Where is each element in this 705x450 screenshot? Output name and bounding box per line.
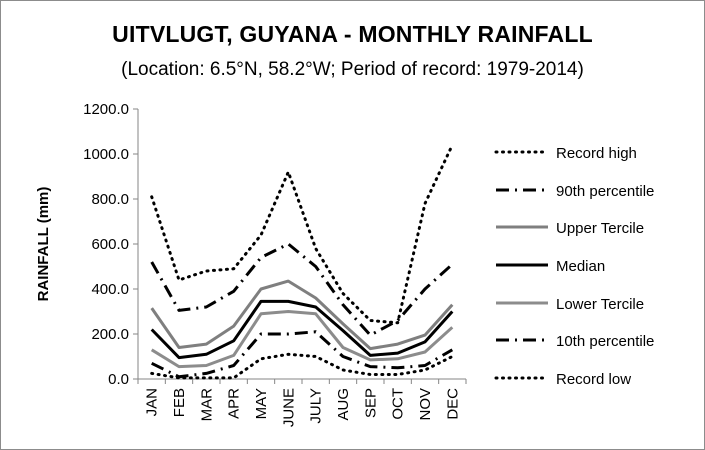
legend-swatch [496,301,548,305]
y-tick-label: 400.0 [91,281,129,298]
series-line-record-low [150,352,454,380]
x-tick-label: JAN [144,388,161,416]
x-tick-label: MAR [198,388,215,422]
x-tick-label: FEB [171,388,188,417]
x-tick-label: JULY [308,388,325,424]
legend-label: Upper Tercile [556,220,645,238]
legend-swatch [496,225,548,229]
legend-label: Record low [556,371,632,389]
chart-subtitle: (Location: 6.5°N, 58.2°W; Period of reco… [121,59,584,80]
x-tick-label: APR [226,388,243,419]
x-tick-label: AUG [335,388,352,421]
series-line-upper-tercile [150,279,454,351]
legend-swatch [494,376,550,380]
series-line-median [150,299,454,360]
legend-label: Lower Tercile [556,295,645,313]
x-tick-label: NOV [417,388,434,421]
legend-swatch [494,150,550,154]
series-line-10th-percentile [151,330,454,379]
legend-swatch [496,338,548,342]
series-line-record-high [150,143,454,325]
y-tick-label: 800.0 [91,191,129,208]
y-tick-label: 600.0 [91,236,129,253]
x-tick-label: SEP [362,388,379,418]
series-layer [150,143,454,380]
x-tick-label: MAY [253,388,270,419]
legend-label: Median [556,258,606,276]
y-tick-label: 1000.0 [83,146,129,163]
chart-title: UITVLUGT, GUYANA - MONTHLY RAINFALL [112,21,593,47]
legend-swatch [496,263,548,267]
y-axis-label: RAINFALL (mm) [35,187,52,302]
x-tick-label: OCT [390,388,407,420]
y-tick-label: 1200.0 [83,101,129,118]
y-tick-label: 0.0 [108,371,129,388]
legend-label: 10th percentile [556,333,655,351]
x-tick-label: JUNE [280,388,297,427]
x-tick-label: DEC [444,388,461,420]
legend-swatch [496,188,548,192]
chart-axes: 0.0 200.0 400.0 600.0 800.0 1000.0 1200.0 JAN FE… [83,101,467,427]
legend-label: Record high [556,145,637,162]
legend-label: 90th percentile [556,182,655,200]
series-line-lower-tercile [150,310,454,369]
y-tick-label: 200.0 [91,326,129,343]
